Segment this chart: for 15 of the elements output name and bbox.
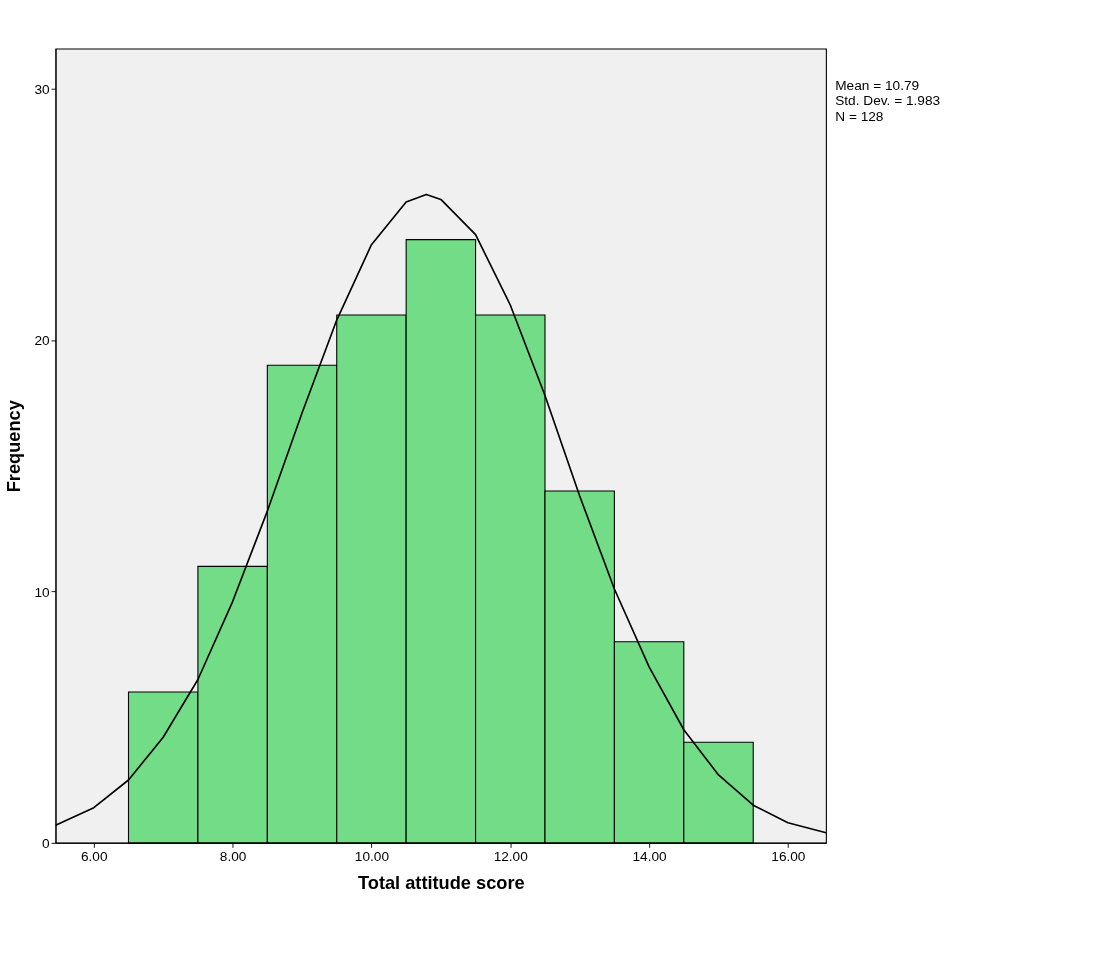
- x-tick-label: 10.00: [354, 848, 390, 864]
- x-tick-label: 6.00: [80, 848, 108, 864]
- y-tick-label: 30: [34, 81, 51, 97]
- y-tick-label: 0: [42, 835, 51, 851]
- x-tick-label: 16.00: [771, 848, 806, 864]
- y-tick-label: 20: [34, 333, 51, 349]
- y-tick-label: 10: [34, 584, 51, 600]
- y-axis-title: Frequency: [2, 399, 24, 493]
- x-tick-label: 12.00: [493, 848, 529, 864]
- x-tick-label: 8.00: [219, 848, 247, 864]
- x-axis-title: Total attitude score: [357, 871, 525, 893]
- x-tick-label: 14.00: [632, 848, 668, 864]
- text: N = 128: [835, 108, 884, 124]
- text: Mean = 10.79: [835, 77, 920, 93]
- text: Std. Dev. = 1.983: [835, 93, 941, 109]
